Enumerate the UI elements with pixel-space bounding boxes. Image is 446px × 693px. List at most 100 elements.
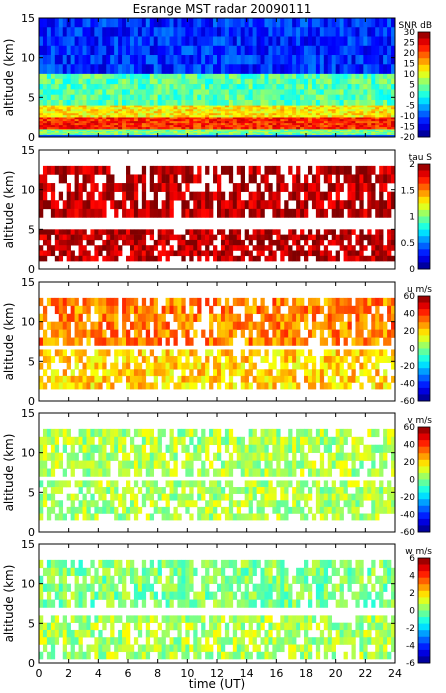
heat-cell — [181, 250, 186, 257]
heat-cell — [86, 132, 91, 134]
heat-cell — [256, 369, 261, 377]
heat-cell — [288, 107, 293, 110]
heat-cell — [78, 94, 83, 101]
heat-cell — [39, 480, 44, 488]
heat-cell — [252, 305, 257, 315]
heat-cell — [133, 369, 139, 377]
heat-cell — [347, 191, 352, 201]
heat-cell — [149, 513, 155, 521]
heat-cell — [339, 18, 344, 28]
heat-cell — [252, 165, 257, 175]
heat-cell — [224, 513, 230, 521]
heat-cell — [379, 27, 384, 37]
heat-cell — [351, 123, 356, 126]
heat-cell — [268, 99, 273, 106]
heat-cell — [264, 165, 269, 175]
heat-cell — [78, 321, 83, 330]
heat-cell — [280, 115, 285, 118]
heat-cell — [86, 460, 91, 469]
heat-cell — [201, 132, 206, 134]
heat-cell — [292, 73, 297, 80]
heat-cell — [177, 239, 182, 246]
heat-cell — [58, 255, 64, 262]
heat-cell — [351, 132, 356, 134]
heat-cell — [264, 45, 269, 56]
heat-cell — [173, 129, 178, 132]
heat-cell — [46, 115, 52, 118]
heat-cell — [240, 121, 245, 124]
heat-cell — [141, 165, 147, 175]
heat-cell — [296, 111, 301, 114]
heat-cell — [244, 129, 249, 131]
heat-cell — [213, 115, 218, 118]
heat-cell — [343, 487, 348, 494]
heat-cell — [145, 329, 151, 338]
heat-cell — [217, 349, 222, 357]
heat-cell — [383, 337, 388, 346]
heat-cell — [292, 18, 297, 28]
heat-cell — [232, 127, 238, 130]
heat-cell — [197, 131, 202, 134]
heat-cell — [42, 234, 48, 241]
heat-cell — [284, 356, 289, 363]
heat-cell — [331, 349, 336, 357]
heat-cell — [375, 255, 380, 262]
heat-cell — [141, 127, 147, 130]
heat-cell — [335, 255, 340, 262]
colorbar-tick-label: -60 — [400, 397, 415, 407]
heat-cell — [272, 313, 277, 322]
heat-cell — [70, 436, 75, 446]
heat-cell — [205, 200, 210, 210]
heat-cell — [351, 125, 356, 128]
heat-cell — [74, 129, 79, 131]
heat-cell — [355, 133, 360, 135]
heat-cell — [244, 111, 249, 114]
heat-cell — [153, 506, 158, 514]
heat-cell — [387, 487, 392, 494]
heat-cell — [387, 121, 392, 124]
heat-cell — [145, 356, 151, 363]
heat-cell — [335, 305, 340, 315]
heat-cell — [189, 105, 194, 108]
heat-cell — [42, 356, 48, 363]
heat-cell — [209, 123, 214, 126]
heat-cell — [66, 239, 71, 246]
heat-cell — [260, 127, 265, 130]
heat-cell — [236, 487, 242, 494]
heat-cell — [347, 119, 352, 122]
heat-cell — [391, 305, 396, 315]
heat-cell — [106, 133, 111, 135]
heat-cell — [54, 117, 60, 120]
heat-cell — [371, 297, 376, 307]
heat-cell — [201, 36, 206, 47]
heat-cell — [197, 129, 202, 131]
heat-cell — [304, 234, 309, 241]
heat-cell — [276, 165, 281, 175]
heat-cell — [264, 513, 269, 521]
heat-cell — [383, 132, 388, 134]
heat-cell — [106, 99, 111, 106]
heat-cell — [54, 329, 60, 338]
heat-cell — [165, 94, 170, 101]
heat-cell — [284, 64, 289, 74]
heat-cell — [102, 130, 107, 133]
heat-cell — [224, 329, 230, 338]
heat-cell — [213, 174, 218, 184]
y-axis-label: altitude (km) — [2, 39, 16, 117]
heat-cell — [252, 132, 257, 134]
heat-cell — [347, 183, 352, 192]
heat-cell — [82, 444, 87, 453]
heat-cell — [387, 127, 392, 130]
heat-cell — [114, 132, 119, 134]
heat-cell — [379, 73, 384, 80]
heat-cell — [220, 487, 226, 494]
heat-cell — [367, 297, 372, 307]
heat-cell — [347, 99, 352, 106]
heat-cell — [161, 133, 166, 135]
heat-cell — [114, 115, 119, 118]
heat-cell — [232, 117, 238, 120]
heat-cell — [74, 125, 79, 128]
heat-cell — [315, 183, 321, 192]
heat-cell — [240, 45, 245, 56]
heat-cell — [252, 105, 257, 108]
